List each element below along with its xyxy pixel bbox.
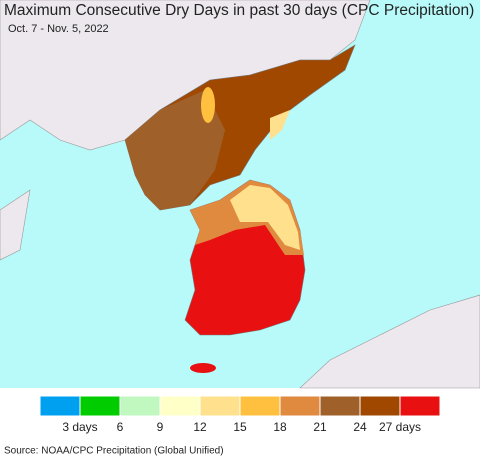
source: Source: NOAA/CPC Precipitation (Global U… — [4, 446, 224, 457]
legend-swatch — [319, 395, 361, 417]
title: Maximum Consecutive Dry Days in past 30 … — [4, 2, 474, 19]
legend-swatch — [79, 395, 121, 417]
legend-label: 21 — [313, 420, 327, 434]
legend-swatch — [279, 395, 321, 417]
mainland-west — [0, 189, 31, 261]
legend-swatch — [119, 395, 161, 417]
japan — [299, 294, 480, 389]
jeju — [190, 363, 216, 373]
legend-label: 9 — [157, 420, 164, 434]
legend-swatch — [399, 395, 441, 417]
legend-swatch — [239, 395, 281, 417]
north-korea-west — [125, 90, 225, 210]
legend-label: 3 days — [62, 420, 97, 434]
legend: 3 days 6 9 12 15 18 21 24 27 days — [39, 395, 441, 434]
legend-label: 27 days — [379, 420, 421, 434]
legend-label: 24 — [353, 420, 367, 434]
legend-label: 18 — [273, 420, 287, 434]
legend-label: 12 — [193, 420, 207, 434]
legend-swatch — [359, 395, 401, 417]
legend-swatch — [199, 395, 241, 417]
region — [230, 185, 300, 250]
dry-area — [201, 87, 215, 123]
subtitle: Oct. 7 - Nov. 5, 2022 — [8, 23, 109, 35]
legend-swatch — [39, 395, 81, 417]
legend-label: 6 — [117, 420, 124, 434]
dry-area — [270, 110, 290, 140]
legend-swatch — [159, 395, 201, 417]
legend-label: 15 — [233, 420, 247, 434]
